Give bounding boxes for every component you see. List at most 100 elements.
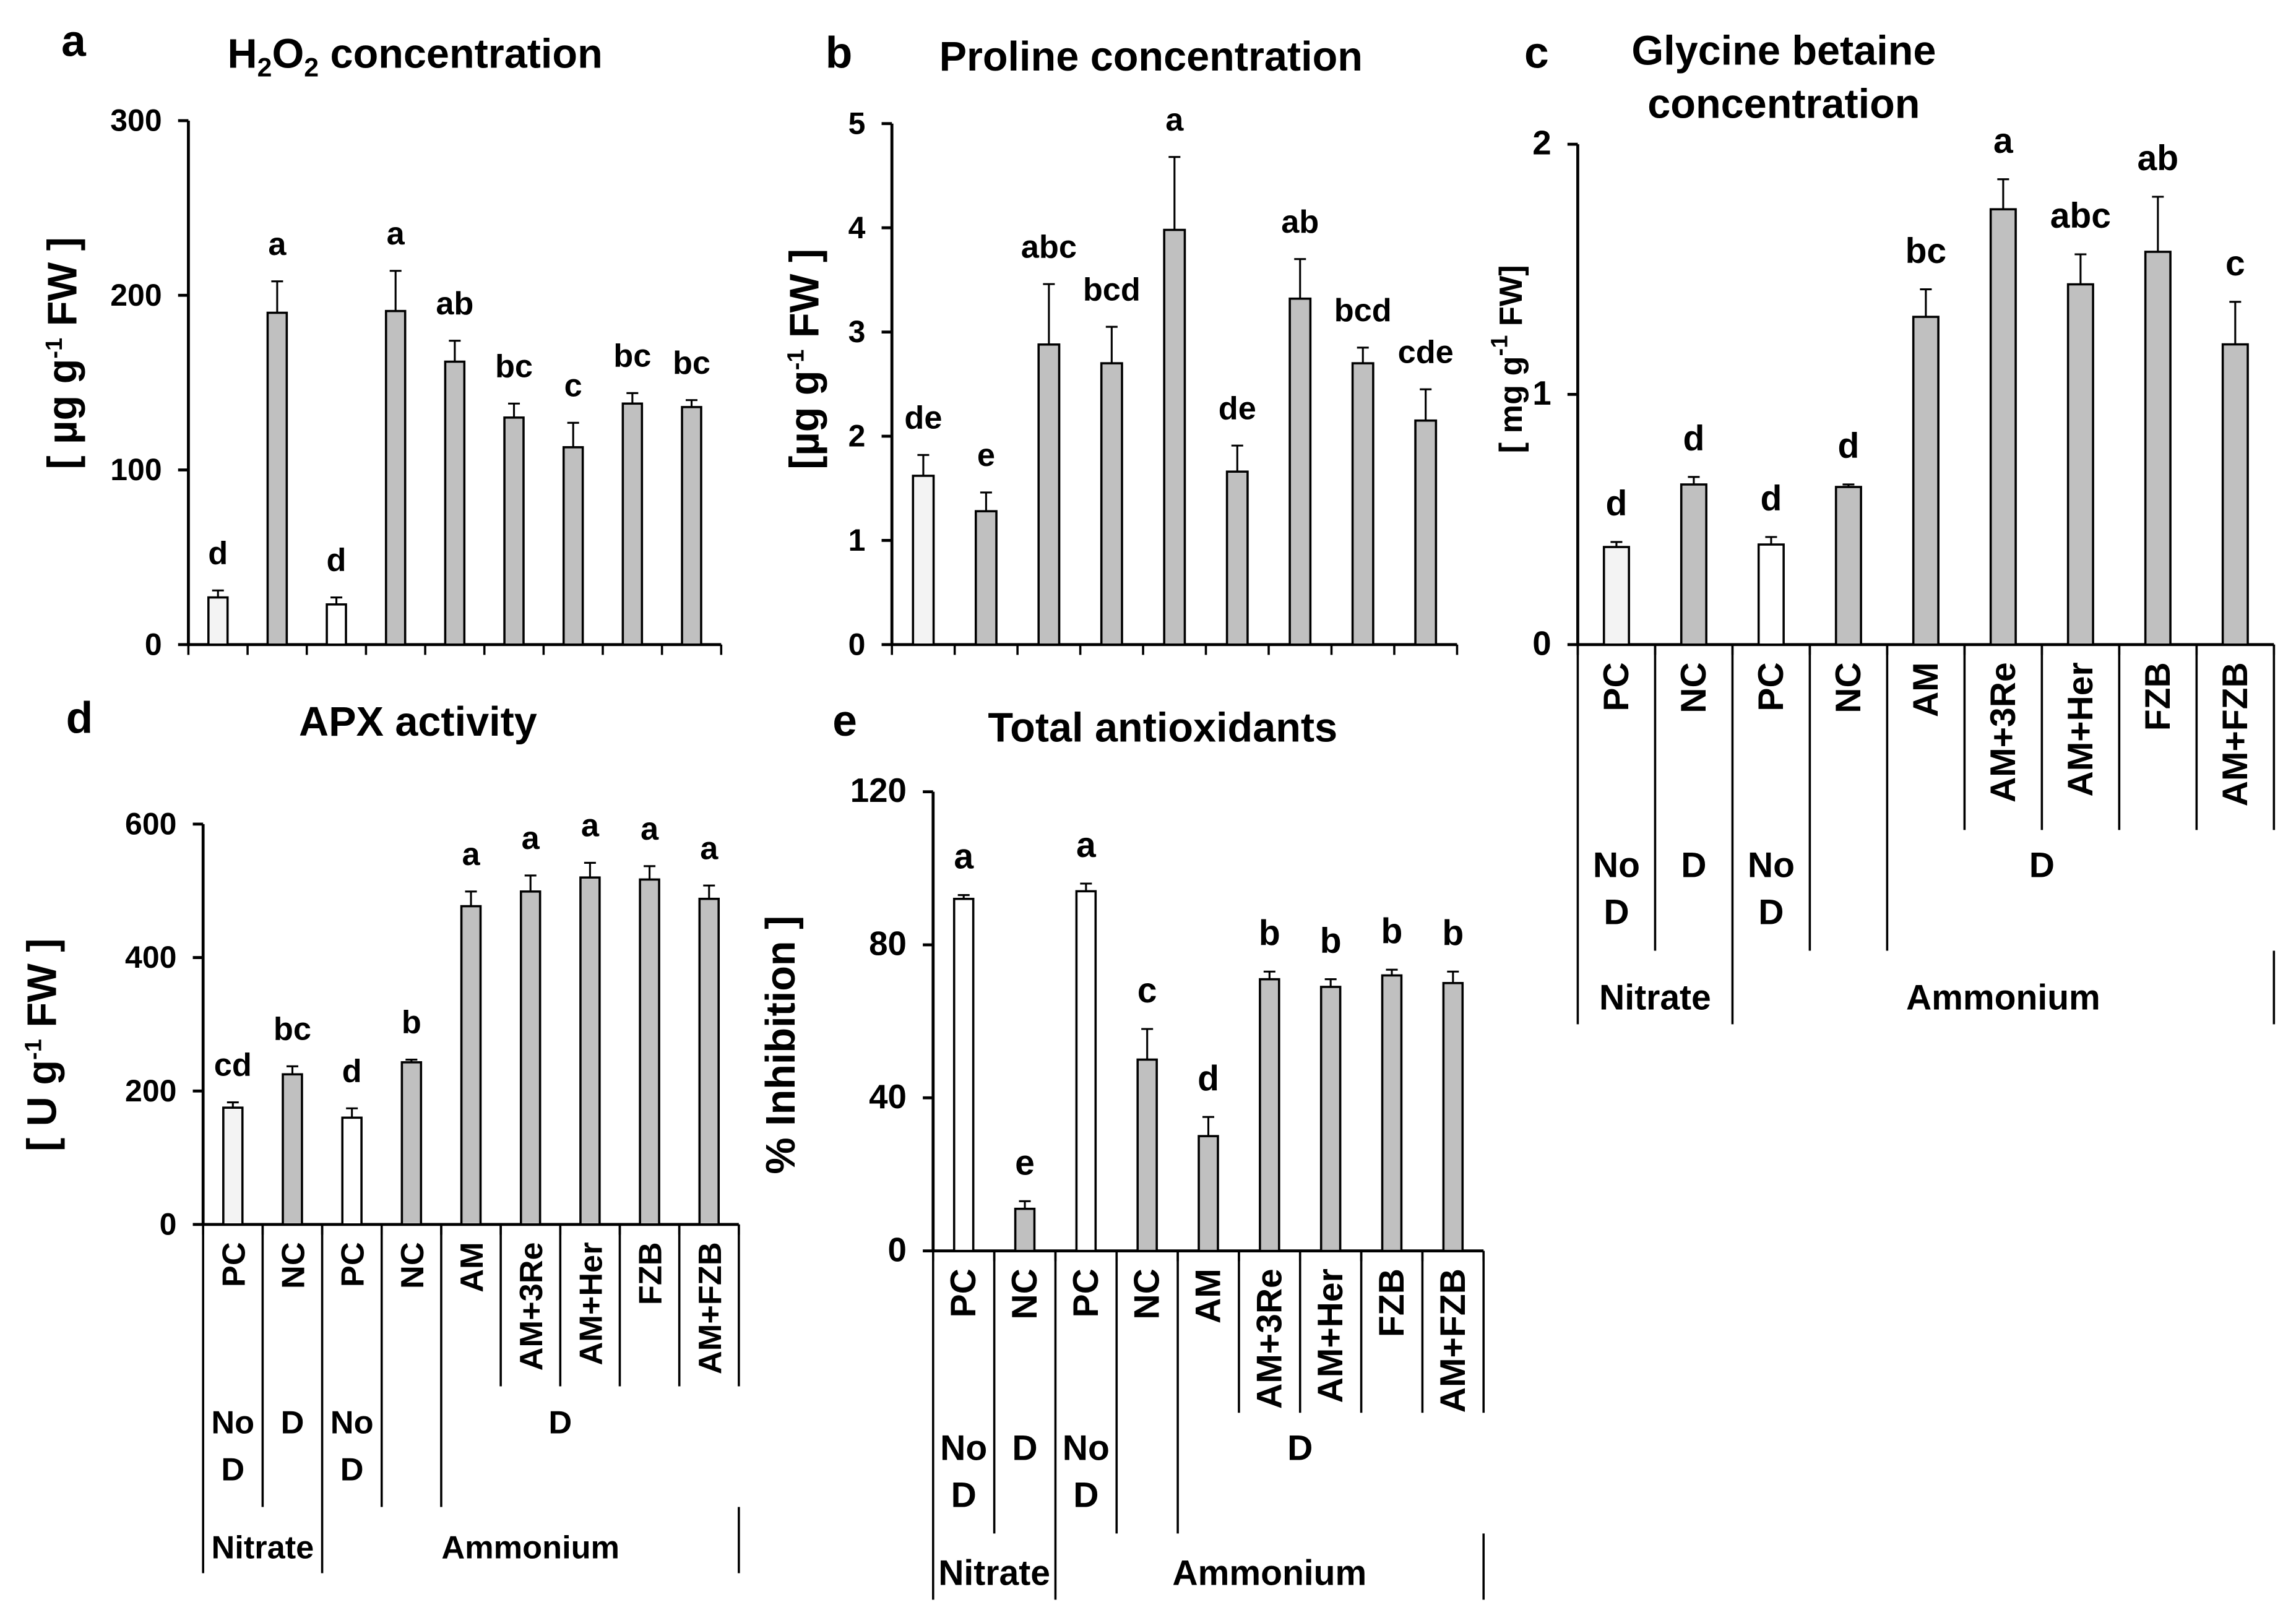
bar xyxy=(974,510,998,646)
significance-letter: d xyxy=(327,543,347,579)
significance-letter: a xyxy=(641,811,659,847)
drought-label: D xyxy=(548,1405,572,1441)
significance-letter: a xyxy=(522,820,540,856)
bar xyxy=(621,402,644,646)
y-axis-label: [ U g-1 FW ] xyxy=(19,938,65,1151)
category-label: NC xyxy=(275,1242,311,1289)
y-axis-label: [ mg g-1 FW] xyxy=(1487,265,1529,453)
significance-letter: bc xyxy=(673,345,710,381)
significance-letter: abc xyxy=(2050,196,2111,236)
bar xyxy=(1259,978,1280,1252)
y-axis-label: [µg g-1 FW ] xyxy=(782,249,827,470)
drought-label: D xyxy=(1287,1428,1313,1468)
category-label: AM+FZB xyxy=(1433,1268,1473,1413)
chart-title: Proline concentration xyxy=(939,34,1363,80)
significance-letter: a xyxy=(268,226,287,262)
drought-label: No D xyxy=(940,1428,987,1515)
significance-letter: bc xyxy=(274,1011,311,1047)
y-tick-label: 0 xyxy=(848,627,866,661)
category-label: AM xyxy=(1189,1268,1228,1324)
significance-letter: a xyxy=(581,808,600,844)
y-tick-label: 5 xyxy=(848,106,866,140)
bar xyxy=(1014,1207,1036,1252)
category-label: PC xyxy=(335,1242,371,1287)
bar xyxy=(912,475,935,646)
drought-label: No D xyxy=(211,1405,254,1488)
significance-letter: b xyxy=(1259,913,1280,953)
y-tick-label: 80 xyxy=(869,924,907,963)
significance-letter: de xyxy=(1219,390,1256,426)
bar xyxy=(1351,362,1375,646)
bar xyxy=(1319,986,1342,1252)
y-tick-label: 1 xyxy=(848,523,866,557)
significance-letter: b xyxy=(1442,913,1464,953)
significance-letter: d xyxy=(1198,1059,1219,1098)
significance-letter: d xyxy=(1837,426,1859,466)
bar xyxy=(1037,343,1061,646)
nitrogen-label: Nitrate xyxy=(212,1530,314,1566)
category-label: AM+FZB xyxy=(693,1242,728,1374)
significance-letter: de xyxy=(904,400,942,436)
drought-label: D xyxy=(2029,846,2055,885)
y-tick-label: 120 xyxy=(850,771,907,809)
panel-b: b Proline concentration [µg g-1 FW ] 0 1 2 3 4 5… xyxy=(782,28,1459,661)
y-tick-label: 100 xyxy=(110,452,162,487)
y-tick-label: 600 xyxy=(125,807,176,842)
drought-label: No D xyxy=(1593,846,1640,932)
category-label: AM+Her xyxy=(1311,1268,1350,1403)
significance-letter: a xyxy=(954,837,974,877)
bar xyxy=(400,1061,423,1226)
category-label: FZB xyxy=(633,1242,669,1305)
bar xyxy=(1198,1135,1219,1252)
y-tick-label: 200 xyxy=(110,278,162,312)
nitrogen-label: Ammonium xyxy=(1906,978,2100,1018)
bar xyxy=(1414,419,1438,646)
y-tick-label: 3 xyxy=(848,314,866,349)
nitrogen-label: Ammonium xyxy=(1172,1554,1366,1593)
bar xyxy=(503,416,525,646)
drought-label: D xyxy=(281,1405,304,1441)
chart-title: Glycine betaine concentration xyxy=(1631,28,1936,127)
significance-letter: ab xyxy=(1281,204,1319,240)
chart-title: Total antioxidants xyxy=(988,705,1337,751)
category-label: AM+3Re xyxy=(1983,662,2023,803)
category-label: AM xyxy=(454,1242,490,1292)
chart-title: APX activity xyxy=(299,699,537,745)
significance-letter: c xyxy=(2225,244,2245,283)
significance-letter: bcd xyxy=(1083,272,1141,308)
category-label: NC xyxy=(395,1242,431,1289)
category-label: PC xyxy=(1066,1268,1106,1317)
drought-label: No D xyxy=(1748,846,1795,932)
category-label: AM+Her xyxy=(573,1242,609,1365)
category-label: AM+3Re xyxy=(514,1242,550,1371)
panel-letter: d xyxy=(66,693,93,743)
y-tick-label: 300 xyxy=(110,103,162,138)
y-axis-label: [ µg g-1 FW ] xyxy=(40,237,86,469)
panel-c: c Glycine betaine concentration [ mg g-1 FW… xyxy=(1487,28,2276,1025)
category-label: PC xyxy=(944,1268,983,1317)
bar xyxy=(1075,890,1097,1252)
bar xyxy=(207,596,229,646)
significance-letter: b xyxy=(1381,911,1403,951)
significance-letter: a xyxy=(1993,121,2014,161)
significance-letter: a xyxy=(1165,102,1184,138)
significance-letter: b xyxy=(1320,921,1342,961)
category-label: PC xyxy=(216,1242,252,1287)
bar xyxy=(1136,1058,1158,1252)
panels: a H2O2 concentration[ µg g-1 FW ]01002003… xyxy=(19,16,2276,1600)
y-tick-label: 1 xyxy=(1532,374,1551,412)
significance-letter: c xyxy=(564,368,582,403)
panel-letter: e xyxy=(832,696,857,746)
y-tick-label: 2 xyxy=(1532,124,1551,162)
nitrogen-label: Nitrate xyxy=(938,1554,1050,1593)
bar xyxy=(384,309,407,646)
significance-letter: abc xyxy=(1021,229,1077,265)
y-tick-label: 400 xyxy=(125,940,176,975)
significance-letter: c xyxy=(1137,971,1157,1010)
bar xyxy=(460,905,482,1226)
bar xyxy=(1288,297,1312,646)
bar xyxy=(1912,316,1940,646)
bar xyxy=(266,311,288,646)
significance-letter: e xyxy=(977,437,995,473)
